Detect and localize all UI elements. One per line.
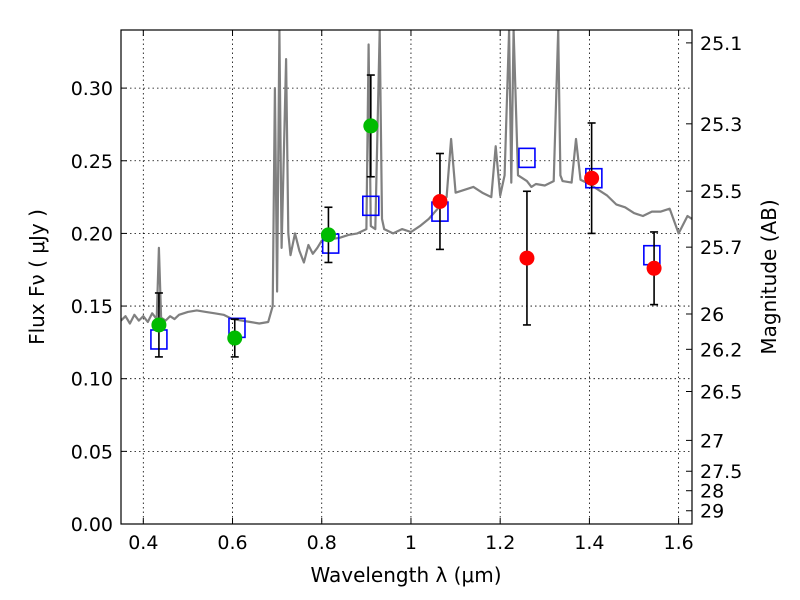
y2-tick-label: 25.5: [700, 181, 742, 203]
y-tick-label: 0.10: [71, 369, 113, 391]
data-point: [320, 227, 336, 243]
x-tick-label: 0.8: [307, 532, 337, 554]
y2-tick-label: 27: [700, 430, 724, 452]
data-point: [432, 193, 448, 209]
y2-axis-title: Magnitude (AB): [757, 199, 781, 354]
y-axis-title: Flux Fν ( μJy ): [25, 209, 49, 345]
y-tick-label: 0.15: [71, 296, 113, 318]
x-tick-label: 1.2: [485, 532, 515, 554]
data-point: [363, 118, 379, 134]
y2-tick-label: 26: [700, 304, 724, 326]
y2-tick-label: 25.1: [700, 33, 742, 55]
plot-area: [121, 30, 692, 358]
y-tick-label: 0.30: [71, 78, 113, 100]
axis-ticks: 0.4 0.6 0.8 1 1.2 1.4 1.6 0.00 0.05 0.10 0.15 0.20 0…: [71, 30, 742, 554]
y-tick-label: 0.00: [71, 514, 113, 536]
data-point: [519, 250, 535, 266]
data-point: [151, 317, 167, 333]
x-tick-label: 1.4: [574, 532, 604, 554]
plot-frame: [120, 29, 693, 525]
y2-tick-label: 25.7: [700, 237, 742, 259]
y-tick-label: 0.20: [71, 223, 113, 245]
model-photometry-box: [362, 195, 380, 217]
y2-tick-label: 25.3: [700, 114, 742, 136]
x-tick-label: 1.6: [664, 532, 694, 554]
model-spectrum-line: [121, 30, 692, 325]
model-photometry-box: [518, 147, 536, 169]
y-tick-label: 0.25: [71, 151, 113, 173]
data-point: [646, 260, 662, 276]
y2-tick-label: 26.2: [700, 339, 742, 361]
x-tick-label: 1: [405, 532, 417, 554]
x-tick-label: 0.6: [217, 532, 247, 554]
x-tick-label: 0.4: [128, 532, 158, 554]
data-point: [227, 330, 243, 346]
y-tick-label: 0.05: [71, 441, 113, 463]
y2-tick-label: 28: [700, 481, 724, 503]
y2-tick-label: 27.5: [700, 461, 742, 483]
y2-tick-label: 29: [700, 501, 724, 523]
x-axis-title: Wavelength λ (μm): [310, 563, 501, 587]
data-point: [584, 170, 600, 186]
y2-tick-label: 26.5: [700, 381, 742, 403]
